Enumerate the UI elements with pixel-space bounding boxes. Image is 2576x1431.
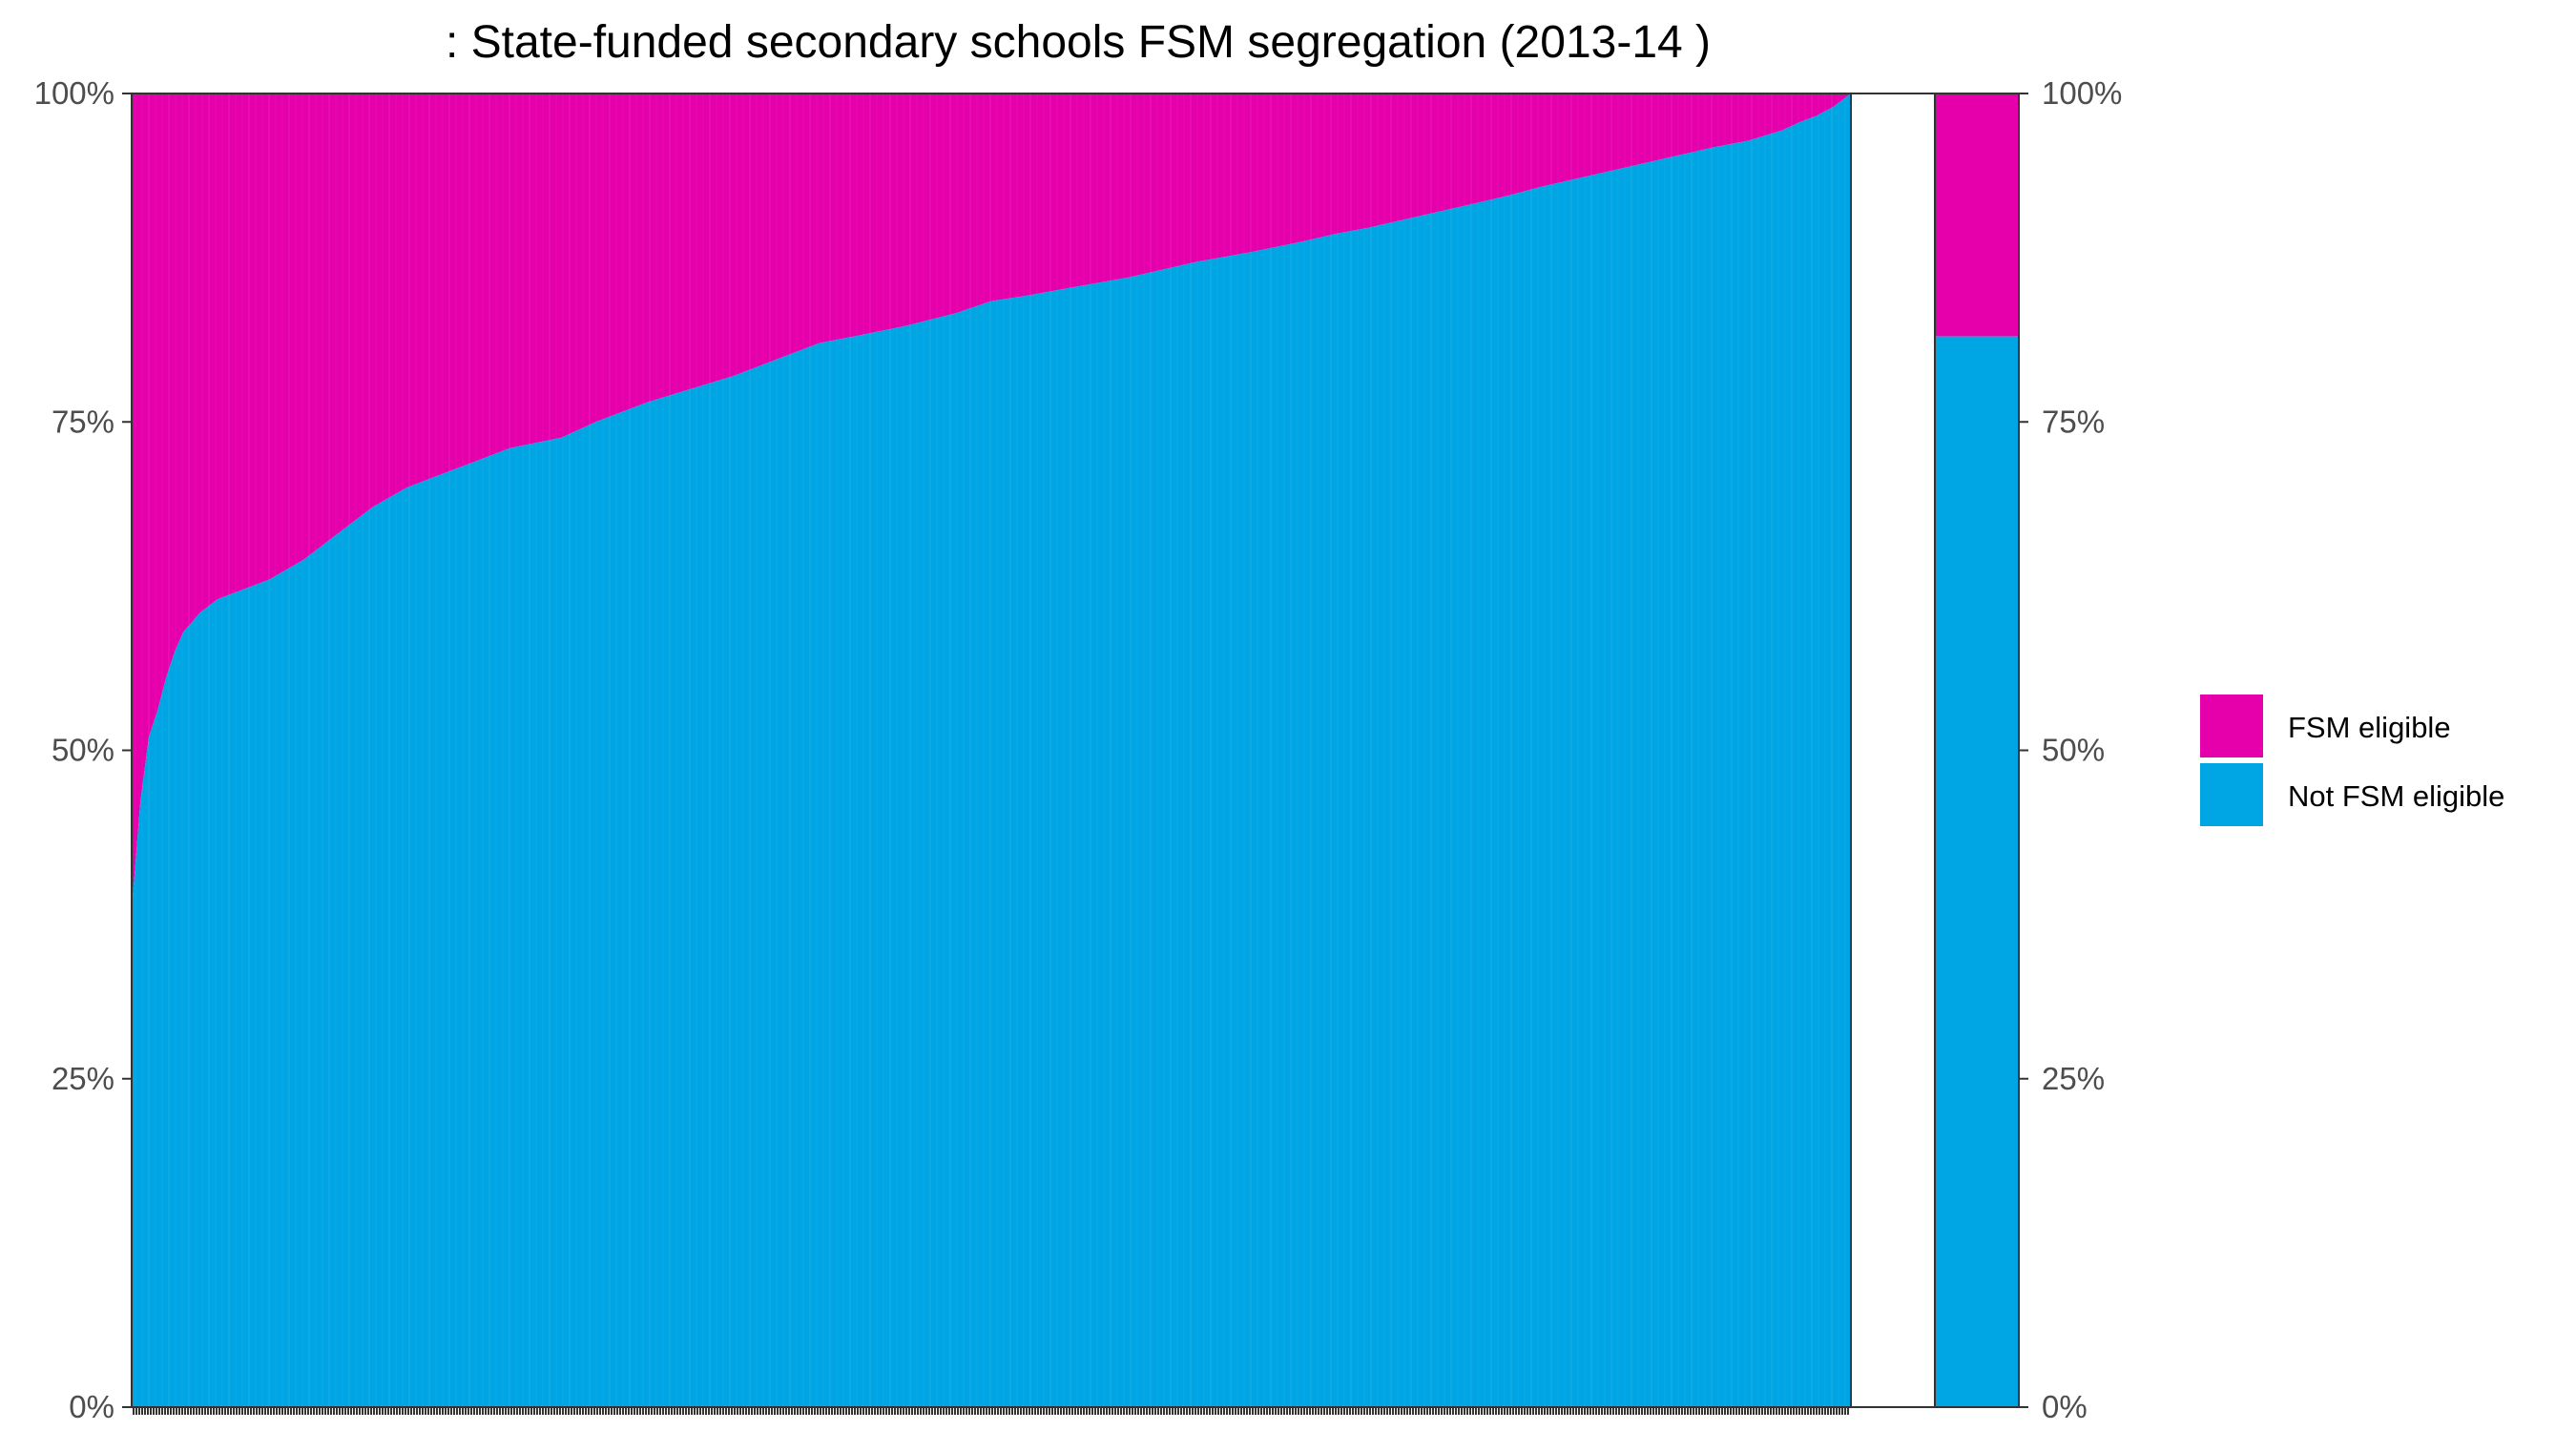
overall-panel: [1850, 93, 2020, 1408]
legend-swatch-fsm-eligible: [2200, 695, 2263, 757]
right-y-tick-label: 100%: [2042, 75, 2122, 111]
x-axis-ticks: [133, 1407, 1849, 1415]
right-y-tick-label: 75%: [2042, 404, 2105, 439]
legend: FSM eligible Not FSM eligible: [2200, 695, 2504, 826]
left-y-axis: 0% 25% 50% 75% 100%: [34, 75, 132, 1424]
legend-label-not-fsm-eligible: Not FSM eligible: [2288, 779, 2504, 813]
overall-fsm-bar: [1935, 93, 2019, 337]
right-y-tick-label: 0%: [2042, 1389, 2088, 1424]
school-bar-separators: [135, 93, 1846, 1407]
left-y-tick-label: 75%: [52, 404, 114, 439]
left-y-tick-label: 25%: [52, 1061, 114, 1096]
left-y-tick-label: 50%: [52, 733, 114, 768]
fsm-eligible-area: [132, 93, 1851, 908]
overall-not-fsm-bar: [1935, 336, 2019, 1408]
right-y-tick-label: 25%: [2042, 1061, 2105, 1096]
overall-panel-background: [1851, 93, 1935, 1407]
left-y-tick-label: 0%: [69, 1389, 114, 1424]
legend-swatch-not-fsm-eligible: [2200, 763, 2263, 826]
legend-label-fsm-eligible: FSM eligible: [2288, 711, 2451, 744]
not-fsm-eligible-area: [132, 93, 1851, 1407]
chart-title: : State-funded secondary schools FSM seg…: [446, 17, 1711, 68]
right-y-axis: 0% 25% 50% 75% 100%: [2019, 75, 2122, 1424]
right-y-tick-label: 50%: [2042, 733, 2105, 768]
left-y-tick-label: 100%: [34, 75, 114, 111]
schools-panel: [131, 93, 1852, 1415]
